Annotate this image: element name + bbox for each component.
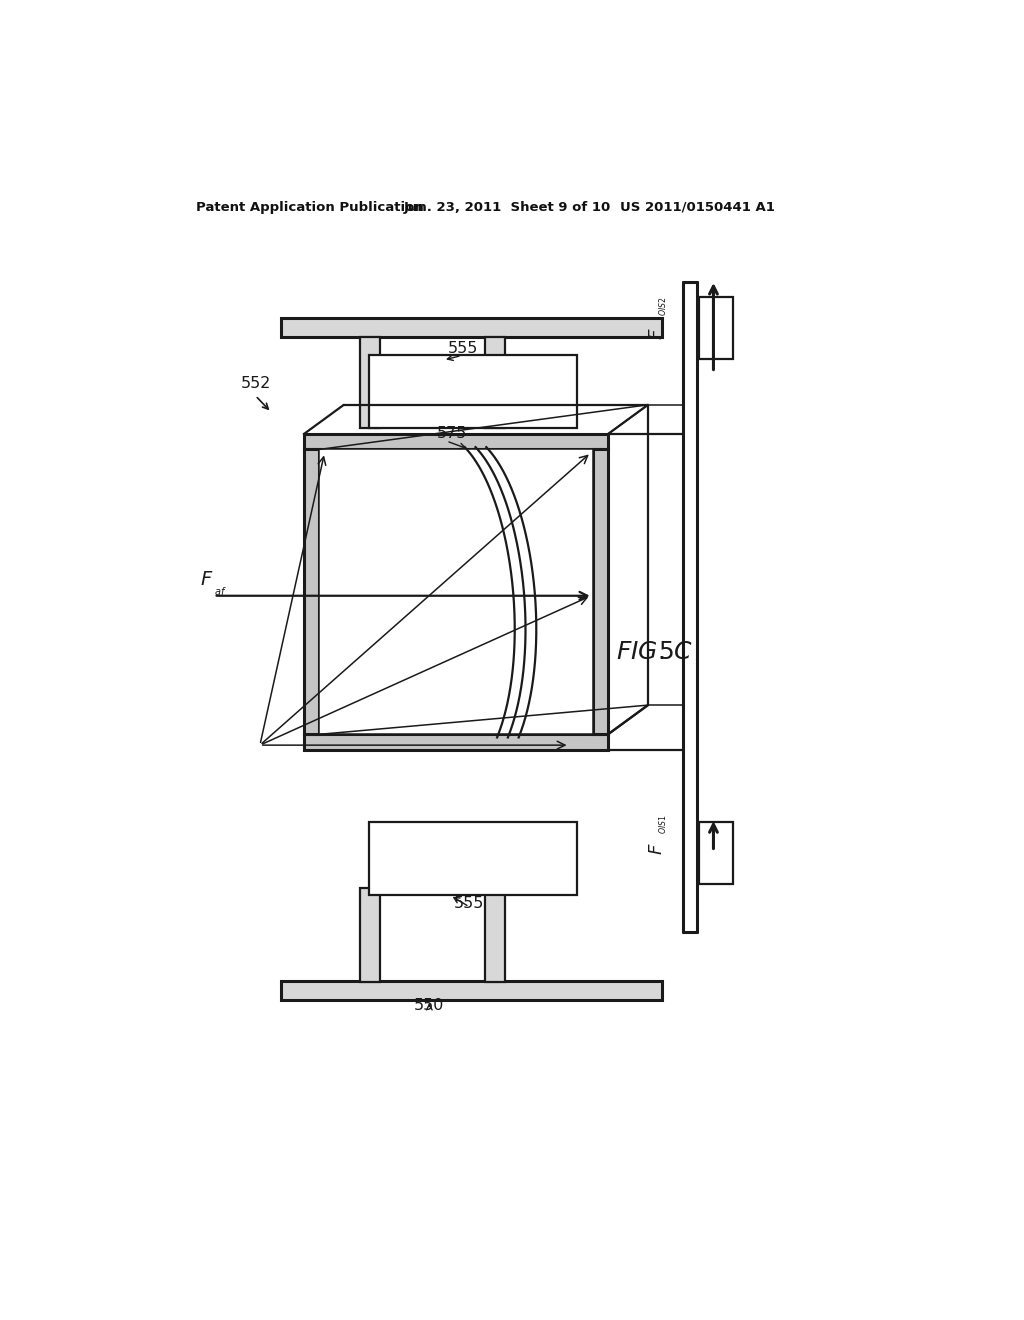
Text: $\mathit{F}$: $\mathit{F}$ bbox=[200, 570, 213, 589]
Bar bbox=[304, 449, 319, 734]
Text: US 2011/0150441 A1: US 2011/0150441 A1 bbox=[620, 201, 774, 214]
Bar bbox=[304, 734, 608, 750]
Text: 575: 575 bbox=[437, 426, 467, 441]
Text: 555: 555 bbox=[449, 341, 478, 356]
Bar bbox=[370, 822, 578, 895]
Bar bbox=[484, 337, 505, 428]
Text: 552: 552 bbox=[241, 376, 271, 391]
Bar bbox=[281, 981, 662, 1001]
Text: $_{OIS2}$: $_{OIS2}$ bbox=[657, 297, 670, 315]
Bar bbox=[360, 337, 380, 428]
Text: Patent Application Publication: Patent Application Publication bbox=[196, 201, 424, 214]
Bar bbox=[304, 434, 608, 449]
Text: Jun. 23, 2011  Sheet 9 of 10: Jun. 23, 2011 Sheet 9 of 10 bbox=[403, 201, 611, 214]
Text: $\mathit{F}$: $\mathit{F}$ bbox=[648, 843, 666, 855]
Bar bbox=[698, 822, 733, 884]
Text: $\mathit{FIG.}$: $\mathit{FIG.}$ bbox=[615, 640, 664, 664]
Text: 550: 550 bbox=[414, 998, 444, 1012]
Bar bbox=[319, 449, 593, 734]
Bar bbox=[484, 888, 505, 982]
Bar bbox=[593, 449, 608, 734]
Text: $_{OIS1}$: $_{OIS1}$ bbox=[657, 814, 670, 833]
Bar bbox=[370, 355, 578, 428]
Bar bbox=[281, 318, 662, 337]
Text: $_{af}$: $_{af}$ bbox=[214, 585, 226, 598]
Text: $\mathit{F}$: $\mathit{F}$ bbox=[648, 327, 666, 339]
Text: 555: 555 bbox=[455, 896, 484, 911]
Text: $\mathit{5C}$: $\mathit{5C}$ bbox=[658, 640, 693, 664]
Bar bbox=[698, 297, 733, 359]
Bar bbox=[360, 888, 380, 982]
